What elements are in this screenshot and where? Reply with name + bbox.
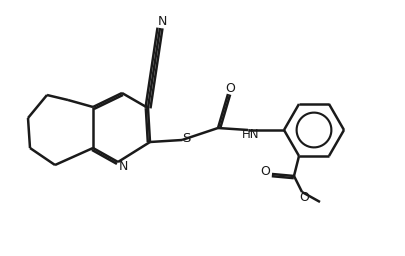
Text: S: S [181, 133, 190, 145]
Text: N: N [157, 15, 166, 27]
Text: HN: HN [242, 127, 259, 141]
Text: O: O [224, 81, 234, 94]
Text: N: N [118, 161, 128, 174]
Text: O: O [298, 191, 308, 205]
Text: O: O [260, 165, 269, 178]
